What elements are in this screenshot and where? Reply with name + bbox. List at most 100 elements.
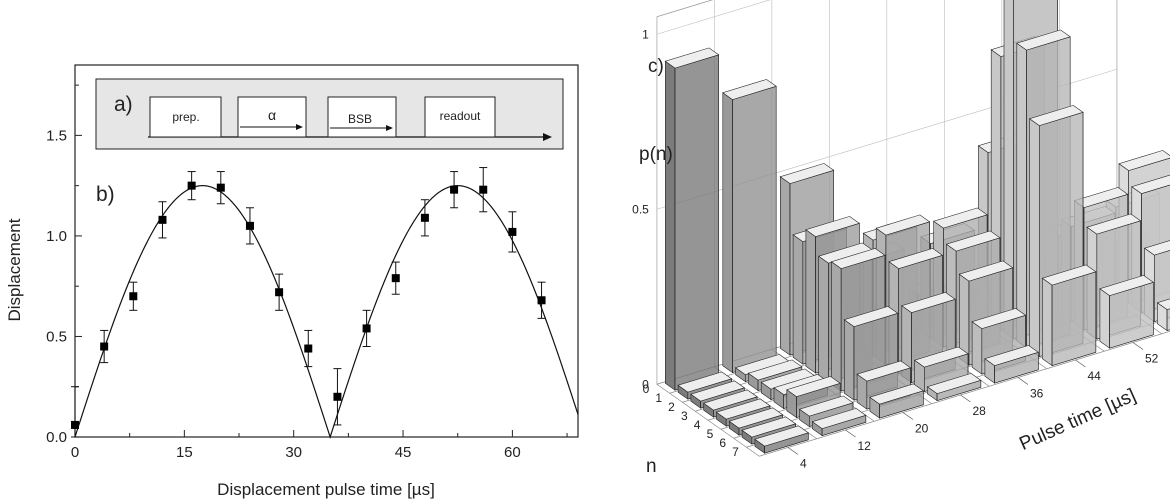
- bar-top-face: [1099, 275, 1154, 296]
- bar-top-face: [901, 292, 956, 313]
- z-tick-label: 0.5: [632, 202, 649, 216]
- data-point: [537, 296, 546, 305]
- bar-top-face: [1156, 298, 1170, 310]
- data-point: [479, 185, 488, 194]
- data-point: [450, 185, 459, 194]
- data-point: [362, 324, 371, 333]
- n-tick-label: 0: [643, 382, 650, 396]
- pulse-tick-label: 12: [858, 439, 872, 453]
- data-point: [71, 420, 79, 429]
- plot-b-x-axis-label: Displacement pulse time [µs]: [217, 480, 435, 499]
- z-tick-label: 1: [642, 27, 649, 41]
- bar-side-face: [732, 85, 777, 374]
- bar-top-face: [728, 407, 784, 429]
- data-point: [391, 274, 400, 283]
- bar-top-face: [786, 376, 841, 397]
- pulse-tick-label: 4: [800, 457, 807, 471]
- n-tick-label: 4: [694, 418, 701, 432]
- data-point: [187, 181, 196, 190]
- bar-top-face: [1143, 240, 1170, 256]
- y-tick-label: 0.5: [46, 328, 67, 345]
- pulse-sequence-inset: a) prep. α BSB readout: [95, 78, 564, 150]
- data-point: [420, 213, 429, 222]
- pulse-tick: [1075, 359, 1086, 368]
- bar-top-face: [869, 383, 924, 405]
- bar-top-face: [805, 216, 860, 237]
- pulse-tick: [787, 447, 799, 455]
- pulse-tick: [1132, 342, 1144, 350]
- y-tick-label: 0.0: [46, 429, 67, 446]
- plot-b-panel-label: b): [96, 183, 115, 206]
- data-point: [333, 392, 342, 401]
- bar-front-face: [1042, 277, 1053, 367]
- bar-top-face: [754, 425, 809, 447]
- sequence-box-prep: [149, 96, 222, 138]
- bar-top-face: [779, 163, 835, 184]
- alpha-pulse-arrowhead: [296, 124, 303, 130]
- bar-side-face: [1051, 271, 1097, 367]
- bar-top-face: [1028, 105, 1084, 126]
- bar-top-face: [958, 260, 1014, 282]
- floor-grid-line: [759, 330, 1170, 457]
- bar-top-face: [811, 408, 867, 429]
- sequence-label-prep: prep.: [172, 110, 199, 124]
- x-tick-label: 30: [285, 444, 302, 461]
- plot-c-panel-label: c): [648, 56, 664, 77]
- x-tick-label: 60: [504, 444, 521, 461]
- bar-top-face: [856, 360, 912, 382]
- bar-front-face: [818, 255, 829, 383]
- bar-front-face: [1029, 118, 1040, 358]
- data-point: [508, 227, 517, 236]
- wall-z-grid-line: [656, 0, 771, 35]
- sequence-box-alpha: [237, 96, 307, 138]
- pulse-tick-label: 36: [1030, 387, 1044, 401]
- bar-front-face: [722, 92, 733, 374]
- plot-c-z-axis-label: p(n): [639, 144, 673, 165]
- pulse-tick: [960, 394, 971, 403]
- sequence-label-bsb: BSB: [348, 112, 372, 126]
- bar-side-face: [1166, 308, 1170, 332]
- x-tick-label: 45: [395, 444, 412, 461]
- n-tick-label: 3: [681, 409, 688, 423]
- bar-top-face: [984, 345, 1039, 366]
- bar-top-face: [741, 416, 797, 438]
- bar-front-face: [792, 234, 804, 365]
- bar-front-face: [831, 261, 842, 392]
- z-tick-label: 0: [642, 377, 649, 391]
- sequence-box-bsb: [327, 96, 397, 138]
- plot-b-y-axis-label: Displacement: [5, 218, 24, 321]
- bar-front-face: [805, 229, 816, 374]
- pulse-tick: [845, 429, 856, 438]
- bar-top-face: [747, 359, 803, 381]
- bar-top-face: [1086, 213, 1142, 235]
- bar-side-face: [674, 54, 720, 391]
- bar-front-face: [779, 176, 791, 356]
- bar-top-face: [798, 395, 854, 417]
- bar-top-face: [875, 214, 931, 236]
- bar-top-face: [971, 308, 1027, 329]
- bar-top-face: [1118, 150, 1170, 171]
- bar-top-face: [715, 398, 771, 420]
- pulse-tick: [902, 412, 914, 420]
- bar-front-face: [1016, 42, 1027, 349]
- x-tick-label: 15: [176, 444, 193, 461]
- data-point: [129, 292, 138, 301]
- data-point: [304, 344, 313, 353]
- pulse-tick-label: 52: [1145, 352, 1159, 366]
- bar-top-face: [664, 47, 720, 69]
- bar-top-face: [677, 371, 733, 393]
- n-tick-label: 6: [719, 436, 726, 450]
- photon-distribution-3d-chart: 00.51 01234567412202836445260 c) p(n) n …: [632, 0, 1170, 477]
- bar-top-face: [933, 207, 988, 229]
- bar-front-face: [664, 60, 676, 391]
- data-point: [100, 342, 109, 351]
- bar-top-face: [843, 306, 899, 327]
- bar-top-face: [913, 346, 969, 368]
- bar-top-face: [722, 79, 777, 100]
- bar-top-face: [1016, 29, 1071, 51]
- n-tick-label: 2: [668, 400, 675, 414]
- plot-c-n-axis-label: n: [646, 456, 657, 477]
- y-tick-label: 1.0: [46, 228, 67, 245]
- bar-front-face: [1099, 288, 1110, 349]
